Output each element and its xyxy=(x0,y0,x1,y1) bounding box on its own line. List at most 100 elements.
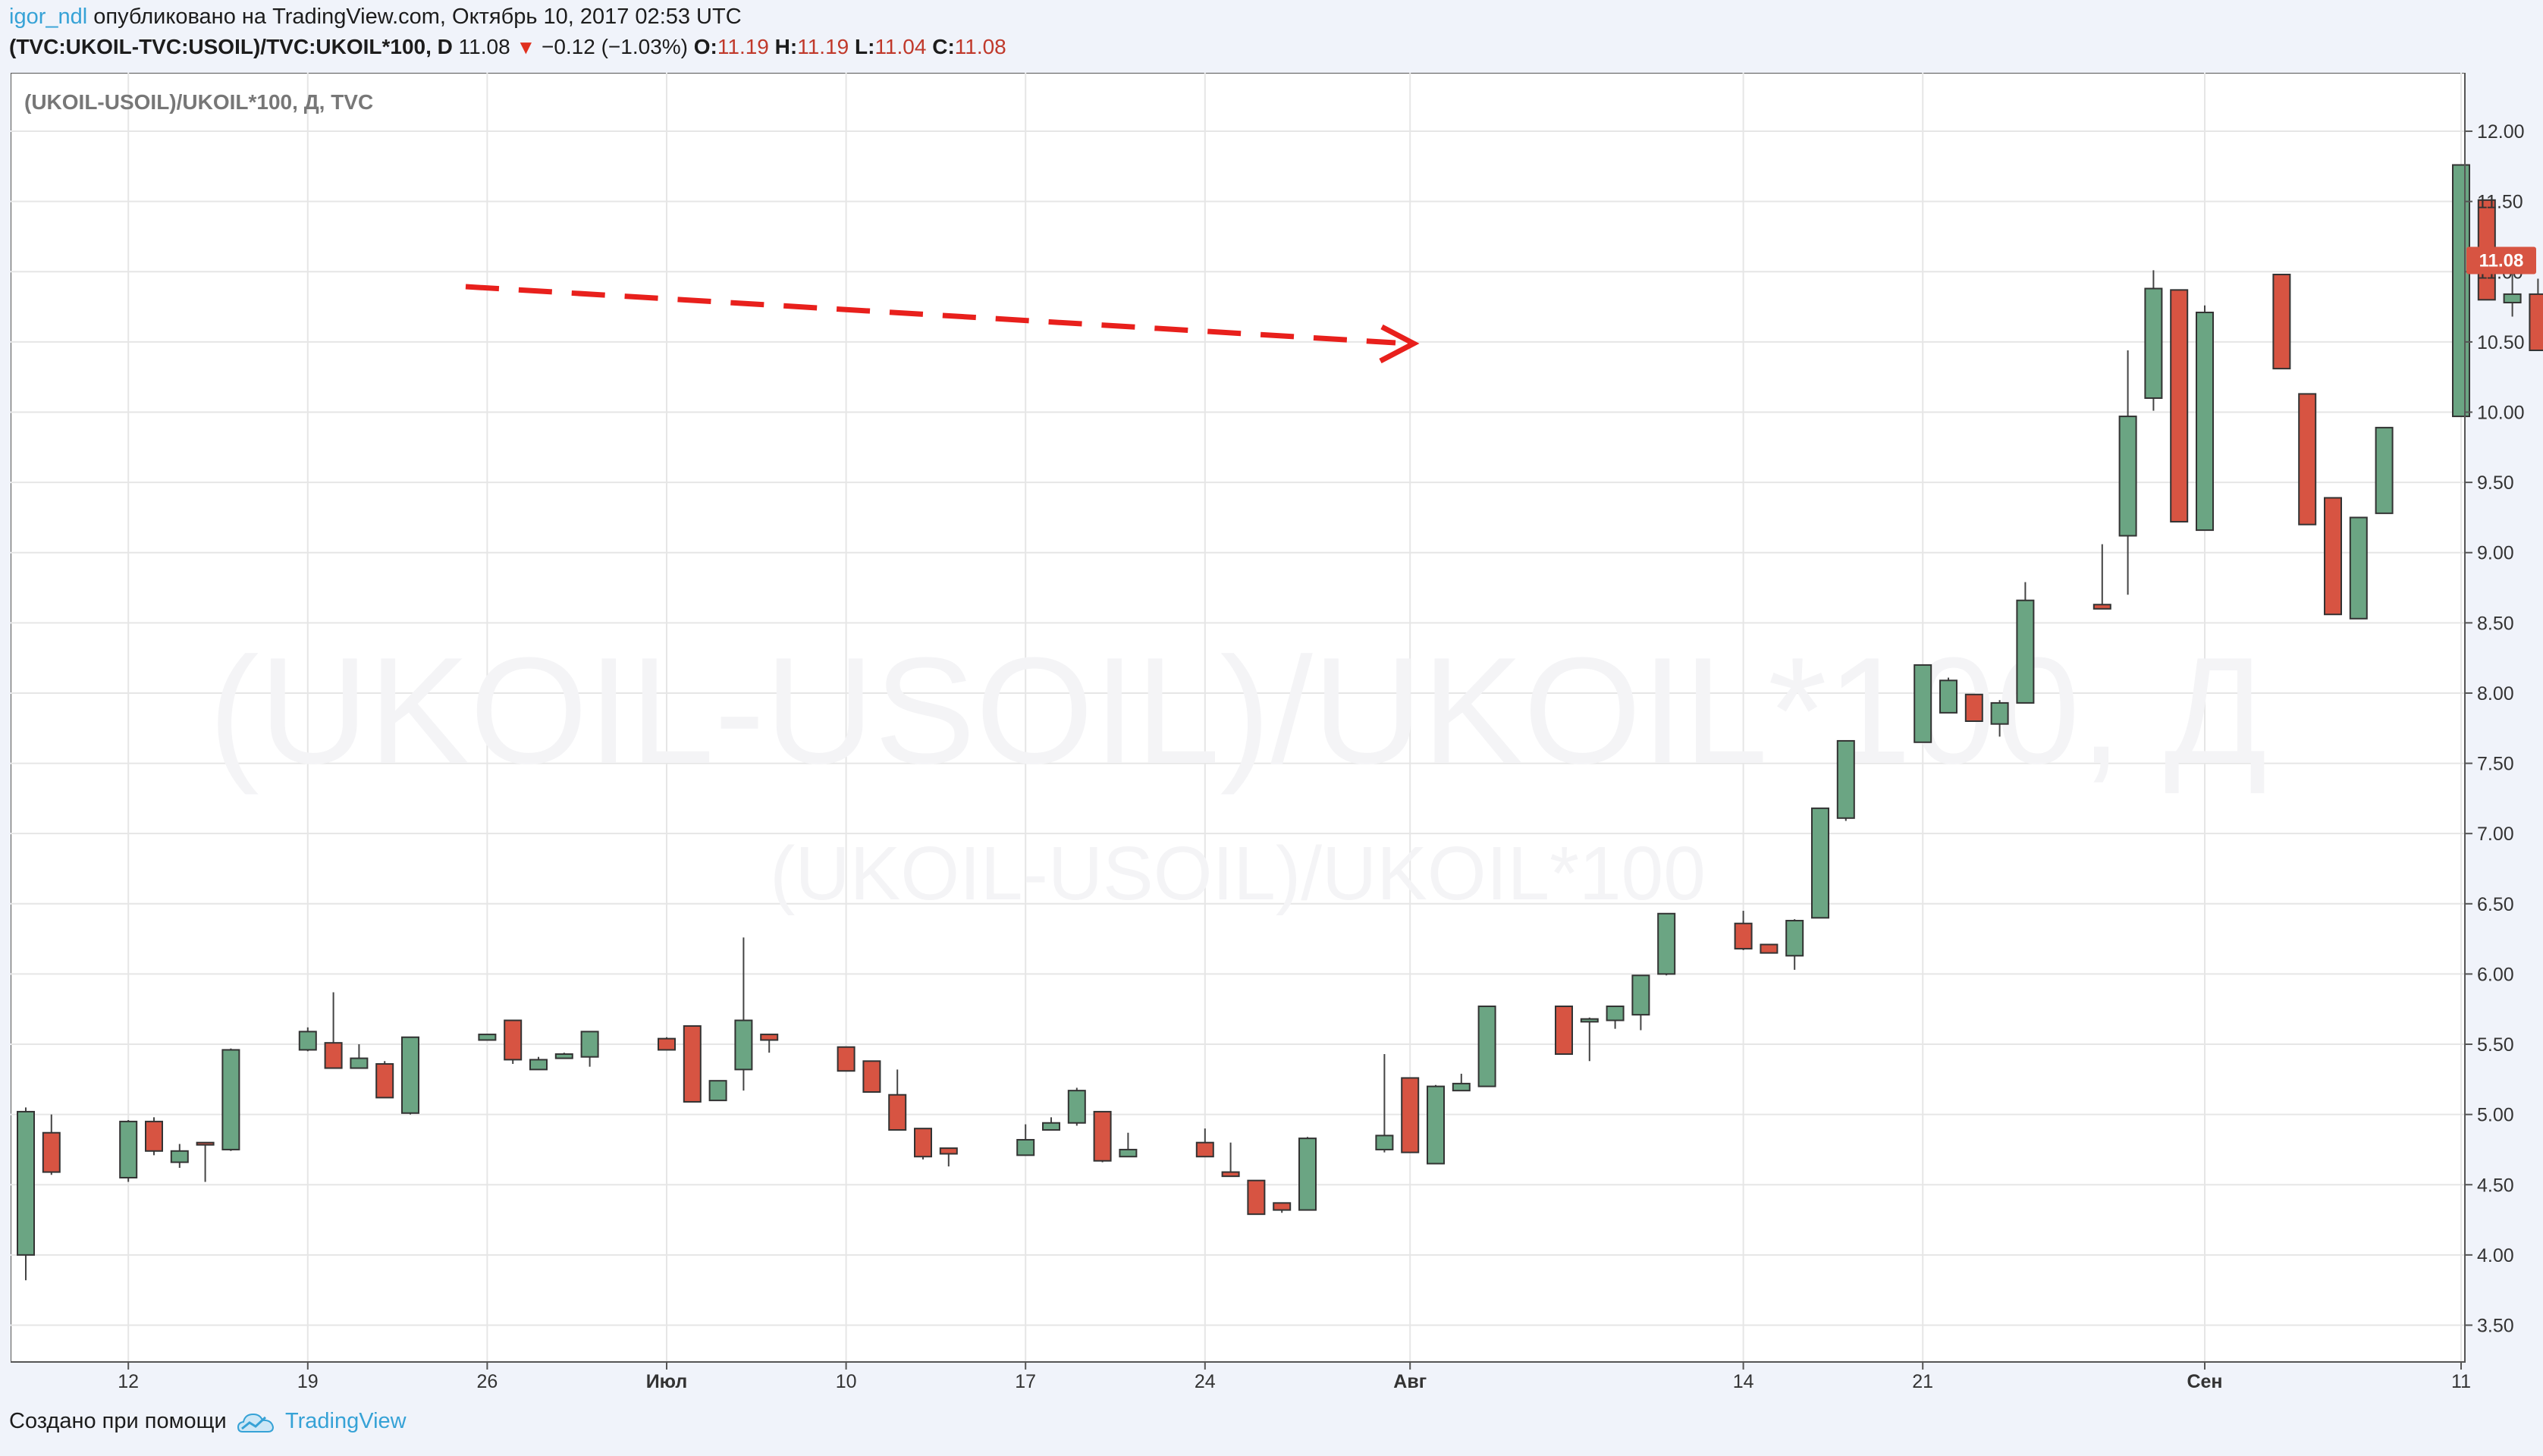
candle-up[interactable] xyxy=(1042,1117,1060,1131)
symbol-name: (TVC:UKOIL-TVC:USOIL)/TVC:UKOIL*100, D xyxy=(9,35,453,58)
high-value: 11.19 xyxy=(797,35,849,58)
candle-down[interactable] xyxy=(2298,393,2317,526)
candle-down[interactable] xyxy=(1273,1202,1292,1213)
candle-up[interactable] xyxy=(401,1036,419,1115)
price-axis[interactable]: 3.50 4.00 4.50 5.00 5.50 6.00 6.50 7.00 7.50 8.00… xyxy=(2465,121,2525,1336)
candle-down[interactable] xyxy=(145,1117,163,1156)
chart-area[interactable]: (UKOIL-USOIL)/UKOIL*100, Д (UKOIL-USOIL)… xyxy=(10,72,2543,1394)
candle-down[interactable] xyxy=(1195,1128,1214,1158)
plot-area[interactable] xyxy=(10,72,2466,1363)
candle-body xyxy=(2298,393,2317,526)
candle-up[interactable] xyxy=(2375,426,2394,514)
candle-up[interactable] xyxy=(17,1107,35,1281)
tradingview-logo-icon[interactable] xyxy=(235,1407,276,1438)
candle-down[interactable] xyxy=(2170,289,2189,522)
author-link[interactable]: igor_ndl xyxy=(9,5,88,29)
candle-up[interactable] xyxy=(1119,1132,1138,1158)
open-label: O: xyxy=(693,35,717,58)
candle-up[interactable] xyxy=(1631,974,1650,1031)
candle-up[interactable] xyxy=(1606,1006,1625,1029)
time-tick-label: 17 xyxy=(1015,1371,1036,1392)
candle-up[interactable] xyxy=(1580,1017,1599,1062)
candle-body xyxy=(1939,679,1957,714)
candle-up[interactable] xyxy=(2349,516,2368,620)
candle-down[interactable] xyxy=(196,1141,215,1182)
candle-up[interactable] xyxy=(1016,1124,1035,1156)
candle-up[interactable] xyxy=(170,1144,189,1169)
price-tick-label: 10.00 xyxy=(2477,403,2525,424)
candle-up[interactable] xyxy=(2144,270,2163,411)
candle-up[interactable] xyxy=(1452,1073,1471,1092)
trend-arrow-head xyxy=(1379,324,1420,364)
candle-up[interactable] xyxy=(1477,1006,1496,1087)
candle-down[interactable] xyxy=(2272,273,2291,370)
candle-down[interactable] xyxy=(760,1034,779,1053)
candle-down[interactable] xyxy=(862,1060,881,1093)
candle-down[interactable] xyxy=(324,992,343,1069)
candle-down[interactable] xyxy=(1401,1077,1420,1153)
candle-up[interactable] xyxy=(708,1080,727,1102)
candle-down[interactable] xyxy=(888,1069,907,1131)
candle-up[interactable] xyxy=(2118,350,2137,595)
candle-body xyxy=(914,1128,932,1158)
candle-body xyxy=(734,1019,753,1071)
candle-down[interactable] xyxy=(658,1037,676,1051)
candle-down[interactable] xyxy=(375,1061,394,1099)
candle-down[interactable] xyxy=(939,1147,958,1167)
candle-up[interactable] xyxy=(580,1031,599,1067)
candle-up[interactable] xyxy=(1811,807,1829,919)
time-tick-label: 19 xyxy=(297,1371,319,1392)
candle-up[interactable] xyxy=(1067,1087,1086,1126)
candle-down[interactable] xyxy=(1964,693,1983,723)
made-with-text: Создано при помощи xyxy=(9,1409,227,1433)
candle-down[interactable] xyxy=(2529,278,2543,351)
candle-down[interactable] xyxy=(2324,497,2342,616)
candle-down[interactable] xyxy=(504,1019,523,1064)
candle-up[interactable] xyxy=(221,1048,240,1151)
time-tick-label: 24 xyxy=(1195,1371,1216,1392)
candle-down[interactable] xyxy=(1555,1006,1573,1055)
candle-up[interactable] xyxy=(1298,1137,1317,1211)
candle-up[interactable] xyxy=(1785,919,1804,970)
candle-down[interactable] xyxy=(1247,1179,1266,1216)
candle-up[interactable] xyxy=(554,1053,573,1059)
candle-up[interactable] xyxy=(1427,1084,1445,1165)
candle-up[interactable] xyxy=(734,937,753,1091)
time-axis[interactable]: 121926Июл101724Авг1421Сен111825Окт916 xyxy=(118,1362,2543,1392)
candle-up[interactable] xyxy=(1375,1053,1394,1153)
candle-down[interactable] xyxy=(1760,943,1779,954)
published-info: опубликовано на TradingView.com, Октябрь… xyxy=(93,5,742,29)
candle-down[interactable] xyxy=(1221,1142,1240,1178)
candle-up[interactable] xyxy=(2196,305,2214,532)
candle-body xyxy=(554,1053,573,1059)
candle-up[interactable] xyxy=(1939,677,1957,714)
candle-down[interactable] xyxy=(2092,544,2111,610)
candle-body xyxy=(324,1042,343,1069)
candle-down[interactable] xyxy=(1093,1110,1112,1163)
candle-up[interactable] xyxy=(298,1027,317,1052)
candle-up[interactable] xyxy=(119,1120,138,1182)
candle-up[interactable] xyxy=(1657,912,1676,976)
candle-up[interactable] xyxy=(529,1056,548,1071)
candle-body xyxy=(17,1110,35,1256)
candle-up[interactable] xyxy=(478,1034,497,1041)
candle-down[interactable] xyxy=(837,1046,856,1072)
price-tick-label: 9.50 xyxy=(2477,472,2514,494)
candle-down[interactable] xyxy=(683,1025,702,1103)
candle-up[interactable] xyxy=(1990,700,2009,737)
candle-up[interactable] xyxy=(2452,164,2470,418)
candle-body xyxy=(1375,1134,1394,1150)
candlestick-chart[interactable]: (UKOIL-USOIL)/UKOIL*100, Д (UKOIL-USOIL)… xyxy=(10,72,2543,1394)
candle-body xyxy=(1195,1141,1214,1158)
candle-down[interactable] xyxy=(914,1128,932,1159)
candle-up[interactable] xyxy=(1914,664,1932,743)
candle-down[interactable] xyxy=(42,1114,61,1175)
last-price: 11.08 xyxy=(458,35,510,58)
candle-up[interactable] xyxy=(350,1044,369,1069)
candle-body xyxy=(298,1031,317,1051)
tradingview-brand-link[interactable]: TradingView xyxy=(285,1409,407,1433)
candle-up[interactable] xyxy=(1836,739,1855,821)
candle-body xyxy=(683,1025,702,1103)
candle-up[interactable] xyxy=(2016,582,2035,704)
candle-down[interactable] xyxy=(1734,911,1753,950)
